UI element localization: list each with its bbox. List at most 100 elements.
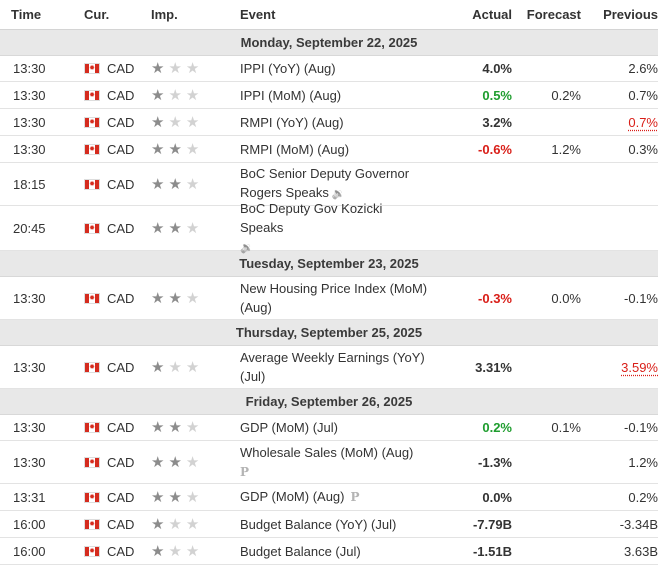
- canada-flag-icon: ✹: [84, 545, 100, 557]
- event-time: 13:31: [13, 489, 46, 505]
- event-time: 13:30: [13, 61, 46, 76]
- header-currency[interactable]: Cur.: [84, 7, 110, 22]
- event-row[interactable]: 13:31 ✹ CAD ★ ★ ★ GDP (MoM) (Aug) P 0.0% 0.2%: [0, 484, 658, 511]
- star-icon: ★: [168, 219, 182, 237]
- event-name[interactable]: GDP (MoM) (Jul): [240, 418, 429, 437]
- star-icon: ★: [185, 175, 200, 193]
- event-currency: ✹ CAD: [84, 517, 151, 532]
- preliminary-p-icon: P: [350, 490, 360, 504]
- event-title[interactable]: GDP (MoM) (Aug): [240, 489, 345, 504]
- event-row[interactable]: 16:00 ✹ CAD ★ ★ ★ Budget Balance (YoY) (Jul) -7…: [0, 511, 658, 538]
- event-name[interactable]: IPPI (YoY) (Aug): [240, 59, 429, 78]
- event-title[interactable]: Budget Balance (Jul): [240, 543, 361, 559]
- star-icon: ★: [151, 358, 165, 376]
- star-icon: ★: [185, 453, 200, 471]
- star-icon: ★: [185, 542, 200, 560]
- star-icon: ★: [168, 60, 182, 77]
- event-previous: -0.1%: [624, 290, 658, 306]
- event-name[interactable]: New Housing Price Index (MoM) (Aug): [240, 279, 429, 317]
- event-time: 13:30: [13, 454, 46, 470]
- event-title[interactable]: BoC Senior Deputy Governor Rogers Speaks: [240, 166, 410, 200]
- star-icon: ★: [151, 289, 165, 307]
- currency-code: CAD: [107, 176, 135, 192]
- event-name[interactable]: Budget Balance (Jul): [240, 542, 429, 561]
- event-name[interactable]: RMPI (MoM) (Aug): [240, 140, 429, 159]
- header-event[interactable]: Event: [240, 7, 276, 22]
- event-name[interactable]: GDP (MoM) (Aug) P: [240, 487, 429, 507]
- event-row[interactable]: 16:00 ✹ CAD ★ ★ ★ Budget Balance (Jul) -1.51B 3.…: [0, 538, 658, 565]
- importance-stars: ★ ★ ★: [151, 177, 240, 192]
- event-title[interactable]: New Housing Price Index (MoM) (Aug): [240, 281, 428, 315]
- revised-value[interactable]: 3.59%: [621, 359, 658, 375]
- canada-flag-icon: ✹: [84, 89, 100, 101]
- star-icon: ★: [151, 542, 165, 560]
- event-title[interactable]: Budget Balance (YoY) (Jul): [240, 516, 397, 532]
- event-name[interactable]: Average Weekly Earnings (YoY) (Jul): [240, 348, 429, 386]
- event-actual: 0.5%: [482, 87, 512, 103]
- event-name[interactable]: RMPI (YoY) (Aug): [240, 113, 429, 132]
- event-name[interactable]: Wholesale Sales (MoM) (Aug) P: [240, 443, 429, 482]
- event-row[interactable]: 13:30 ✹ CAD ★ ★ ★ RMPI (YoY) (Aug) 3.2% 0.7%: [0, 109, 658, 136]
- event-row[interactable]: 13:30 ✹ CAD ★ ★ ★ IPPI (YoY) (Aug) 4.0% 2.6%: [0, 56, 658, 82]
- importance-stars: ★ ★ ★: [151, 61, 240, 76]
- event-forecast: 1.2%: [551, 141, 581, 157]
- event-actual: -0.6%: [478, 141, 512, 157]
- event-row[interactable]: 13:30 ✹ CAD ★ ★ ★ New Housing Price Index (MoM…: [0, 277, 658, 320]
- event-row[interactable]: 13:30 ✹ CAD ★ ★ ★ Wholesale Sales (MoM) (Aug) P…: [0, 441, 658, 484]
- event-currency: ✹ CAD: [84, 88, 151, 103]
- event-previous[interactable]: 3.59%: [581, 360, 658, 375]
- event-row[interactable]: 13:30 ✹ CAD ★ ★ ★ IPPI (MoM) (Aug) 0.5% 0.2% 0.7%: [0, 82, 658, 109]
- currency-code: CAD: [107, 114, 135, 130]
- star-icon: ★: [151, 140, 165, 158]
- event-row[interactable]: 20:45 ✹ CAD ★ ★ ★ BoC Deputy Gov Kozicki Speak…: [0, 201, 658, 254]
- star-icon: ★: [185, 358, 200, 376]
- star-icon: ★: [151, 86, 165, 104]
- event-time: 13:30: [13, 114, 46, 130]
- star-icon: ★: [185, 289, 200, 307]
- star-icon: ★: [168, 86, 182, 104]
- event-actual: 3.31%: [475, 359, 512, 375]
- currency-code: CAD: [107, 454, 135, 470]
- revised-value[interactable]: 0.7%: [628, 114, 658, 130]
- event-name[interactable]: BoC Senior Deputy Governor Rogers Speaks…: [240, 164, 429, 204]
- canada-flag-icon: ✹: [84, 422, 100, 433]
- event-row[interactable]: 13:30 ✹ CAD ★ ★ ★ RMPI (MoM) (Aug) -0.6% 1.2% 0.3…: [0, 136, 658, 163]
- header-actual[interactable]: Actual: [472, 7, 512, 22]
- event-title[interactable]: IPPI (YoY) (Aug): [240, 61, 336, 76]
- event-title[interactable]: GDP (MoM) (Jul): [240, 420, 338, 435]
- event-name[interactable]: IPPI (MoM) (Aug): [240, 86, 429, 105]
- event-row[interactable]: 13:30 ✹ CAD ★ ★ ★ Average Weekly Earnings (YoY…: [0, 346, 658, 389]
- star-icon: ★: [151, 453, 165, 471]
- star-icon: ★: [168, 488, 182, 506]
- event-name[interactable]: Budget Balance (YoY) (Jul): [240, 515, 429, 534]
- event-row[interactable]: 13:30 ✹ CAD ★ ★ ★ GDP (MoM) (Jul) 0.2% 0.1% -0.1%: [0, 415, 658, 441]
- star-icon: ★: [151, 419, 165, 436]
- star-icon: ★: [151, 515, 165, 533]
- event-previous[interactable]: 0.7%: [581, 115, 658, 130]
- event-name[interactable]: BoC Deputy Gov Kozicki Speaks 🔉: [240, 199, 429, 258]
- header-forecast[interactable]: Forecast: [526, 7, 581, 22]
- event-previous: 1.2%: [628, 454, 658, 470]
- header-previous[interactable]: Previous: [603, 7, 658, 22]
- event-title[interactable]: IPPI (MoM) (Aug): [240, 87, 342, 103]
- event-title[interactable]: Wholesale Sales (MoM) (Aug): [240, 444, 414, 460]
- event-title[interactable]: Average Weekly Earnings (YoY) (Jul): [240, 350, 425, 384]
- importance-stars: ★ ★ ★: [151, 455, 240, 470]
- event-forecast: 0.2%: [551, 87, 581, 103]
- star-icon: ★: [168, 453, 182, 471]
- event-title[interactable]: BoC Deputy Gov Kozicki Speaks: [240, 200, 383, 235]
- canada-flag-icon: ✹: [84, 491, 100, 503]
- event-row[interactable]: 18:15 ✹ CAD ★ ★ ★ BoC Senior Deputy Governor R…: [0, 163, 658, 206]
- currency-code: CAD: [107, 61, 135, 76]
- event-time: 13:30: [13, 141, 46, 157]
- star-icon: ★: [151, 175, 165, 193]
- header-time[interactable]: Time: [11, 7, 42, 22]
- event-currency: ✹ CAD: [84, 490, 151, 505]
- header-importance[interactable]: Imp.: [151, 7, 178, 22]
- event-time: 13:30: [13, 87, 46, 103]
- event-title[interactable]: RMPI (YoY) (Aug): [240, 114, 344, 130]
- currency-code: CAD: [107, 141, 135, 157]
- star-icon: ★: [168, 175, 182, 193]
- event-currency: ✹ CAD: [84, 221, 151, 236]
- event-title[interactable]: RMPI (MoM) (Aug): [240, 141, 350, 157]
